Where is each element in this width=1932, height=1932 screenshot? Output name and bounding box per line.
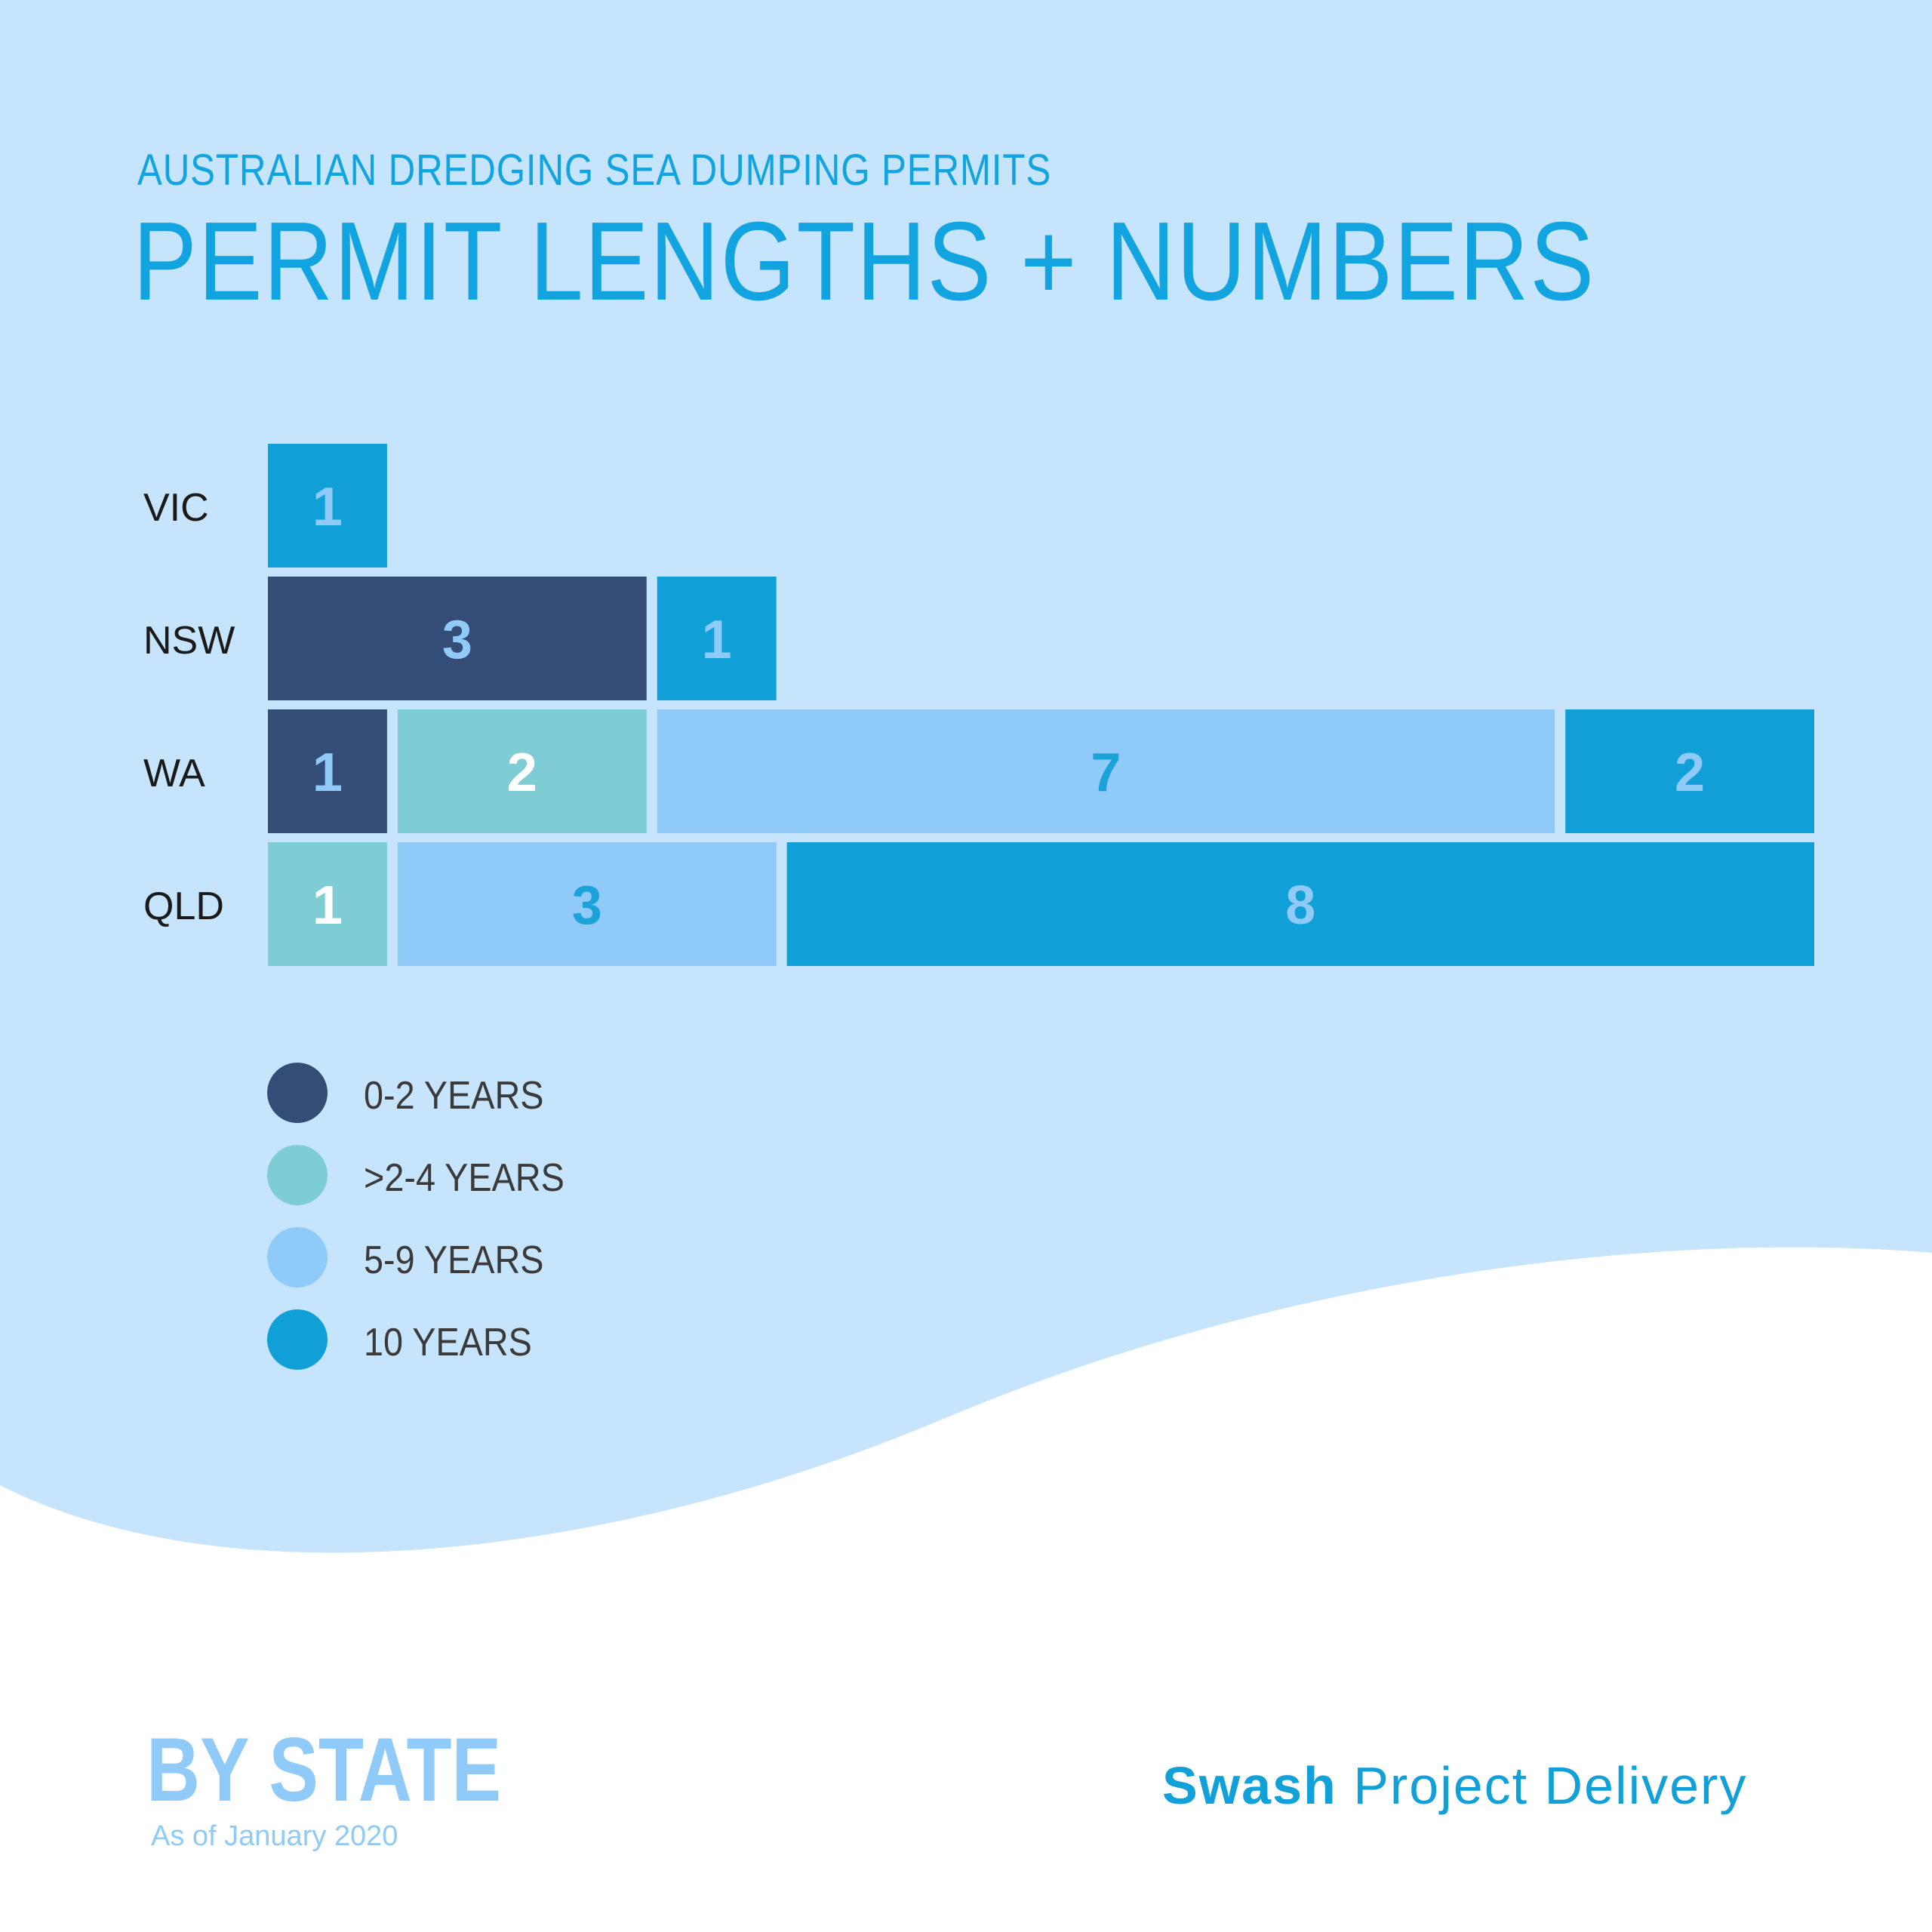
- value-label-wa-series-1: 2: [507, 743, 537, 803]
- bar-vic-series-3: [268, 444, 387, 568]
- segment-value-labels: 13 11 2 7 21 3 8: [312, 477, 1705, 936]
- legend-swatch: [267, 1227, 328, 1287]
- bar-nsw-series-3: [657, 577, 777, 700]
- legend-swatch: [267, 1309, 328, 1370]
- category-label-vic: VIC: [143, 486, 209, 530]
- value-label-wa-series-0: 1: [312, 743, 343, 803]
- legend-swatch: [267, 1145, 328, 1205]
- bar-qld-series-2: [397, 842, 777, 966]
- value-label-qld-series-1: 1: [312, 875, 343, 936]
- bar-qld-series-3: [786, 842, 1814, 966]
- legend-item: >2-4 YEARS: [267, 1145, 795, 1205]
- legend-label: 0-2 YEARS: [364, 1074, 544, 1118]
- brand-name-bold: Swash: [1162, 1756, 1337, 1815]
- brand-name-rest: Project Delivery: [1353, 1756, 1748, 1815]
- chart-subtitle: AUSTRALIAN DREDGING SEA DUMPING PERMITS: [137, 146, 1052, 195]
- bar-wa-series-2: [657, 709, 1555, 833]
- legend-swatch: [267, 1063, 328, 1123]
- bar-segments: [268, 444, 1814, 966]
- bar-nsw-series-0: [268, 577, 647, 700]
- value-label-nsw-series-3: 1: [702, 610, 732, 670]
- value-label-qld-series-2: 3: [572, 875, 602, 936]
- chart-title: PERMIT LENGTHS + NUMBERS: [133, 199, 1595, 324]
- brand-logo-text: Swash Project Delivery: [1162, 1755, 1747, 1816]
- value-label-vic-series-3: 1: [312, 477, 343, 537]
- bar-wa-series-0: [268, 709, 387, 833]
- bar-wa-series-1: [397, 709, 647, 833]
- legend-label: 5-9 YEARS: [364, 1238, 544, 1282]
- legend-label: 10 YEARS: [364, 1321, 532, 1364]
- legend-item: 5-9 YEARS: [267, 1227, 795, 1287]
- category-label-qld: QLD: [143, 884, 224, 928]
- legend-item: 0-2 YEARS: [267, 1063, 795, 1123]
- value-label-wa-series-2: 7: [1091, 743, 1121, 803]
- bar-wa-series-3: [1565, 709, 1814, 833]
- as-of-date: As of January 2020: [151, 1820, 398, 1852]
- category-label-wa: WA: [143, 752, 205, 795]
- bar-qld-series-1: [268, 842, 387, 966]
- category-label-nsw: NSW: [143, 619, 235, 663]
- legend-item: 10 YEARS: [267, 1309, 795, 1370]
- value-label-wa-series-3: 2: [1675, 743, 1705, 803]
- by-state-heading: BY STATE: [146, 1719, 502, 1820]
- value-label-qld-series-3: 8: [1285, 875, 1315, 936]
- value-label-nsw-series-0: 3: [442, 610, 472, 670]
- category-labels: VIC NSW WA QLD: [143, 486, 235, 928]
- legend-label: >2-4 YEARS: [364, 1156, 565, 1200]
